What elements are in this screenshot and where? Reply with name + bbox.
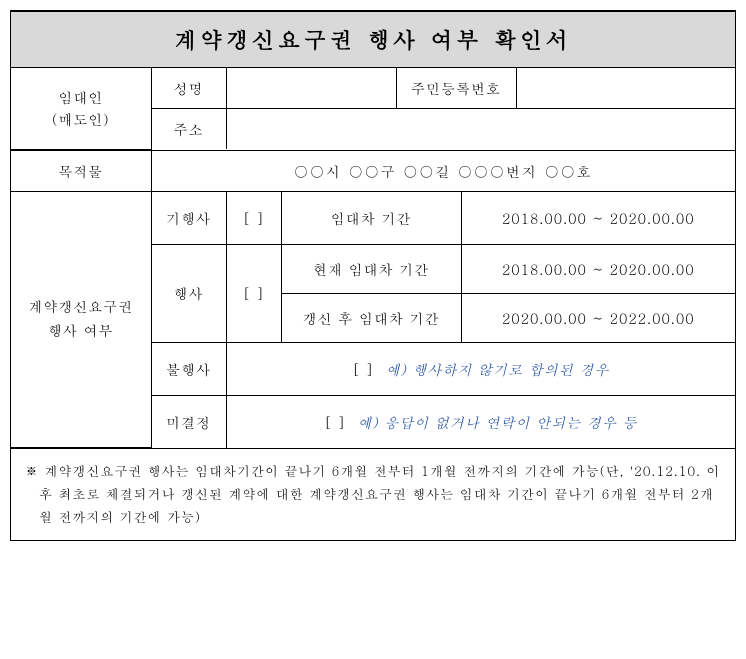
undecided-cell: [ ] 예) 응답이 없거나 연락이 안되는 경우 등 (226, 395, 735, 448)
exercise-label: 행사 (151, 244, 226, 342)
lessor-header: 임대인 (매도인) (11, 68, 151, 149)
rrn-value (516, 68, 735, 109)
name-value (226, 68, 396, 109)
undecided-check[interactable]: [ ] (324, 412, 346, 432)
footnote-text: ※ 계약갱신요구권 행사는 임대차기간이 끝나기 6개월 전부터 1개월 전까지… (25, 460, 721, 528)
property-label: 목적물 (11, 150, 151, 191)
property-value: ○○시 ○○구 ○○길 ○○○번지 ○○호 (151, 150, 735, 191)
already-label: 기행사 (151, 191, 226, 244)
not-exercise-label: 불행사 (151, 342, 226, 395)
current-period-value: 2018.00.00 ~ 2020.00.00 (461, 244, 735, 293)
exercise-header: 계약갱신요구권 행사 여부 (11, 191, 151, 448)
property-table: 목적물 ○○시 ○○구 ○○길 ○○○번지 ○○호 (11, 150, 735, 191)
not-exercise-check[interactable]: [ ] (352, 359, 374, 379)
already-period-value: 2018.00.00 ~ 2020.00.00 (461, 191, 735, 244)
name-label: 성명 (151, 68, 226, 109)
current-period-label: 현재 임대차 기간 (281, 244, 461, 293)
already-check[interactable]: [ ] (226, 191, 281, 244)
not-exercise-cell: [ ] 예) 행사하지 않기로 합의된 경우 (226, 342, 735, 395)
addr-label: 주소 (151, 109, 226, 150)
after-period-label: 갱신 후 임대차 기간 (281, 293, 461, 342)
exercise-table: 계약갱신요구권 행사 여부 기행사 [ ] 임대차 기간 2018.00.00 … (11, 191, 735, 449)
exercise-check[interactable]: [ ] (226, 244, 281, 342)
rrn-label: 주민등록번호 (396, 68, 516, 109)
after-period-value: 2020.00.00 ~ 2022.00.00 (461, 293, 735, 342)
footnote: ※ 계약갱신요구권 행사는 임대차기간이 끝나기 6개월 전부터 1개월 전까지… (11, 448, 735, 540)
undecided-example: 예) 응답이 없거나 연락이 안되는 경우 등 (357, 412, 637, 432)
already-period-label: 임대차 기간 (281, 191, 461, 244)
document-title: 계약갱신요구권 행사 여부 확인서 (11, 10, 735, 68)
addr-value (226, 109, 735, 150)
not-exercise-example: 예) 행사하지 않기로 합의된 경우 (385, 359, 609, 379)
undecided-label: 미결정 (151, 395, 226, 448)
lessor-table: 임대인 (매도인) 성명 주민등록번호 주소 (11, 68, 735, 150)
document-container: 계약갱신요구권 행사 여부 확인서 임대인 (매도인) 성명 주민등록번호 주소… (10, 10, 736, 541)
